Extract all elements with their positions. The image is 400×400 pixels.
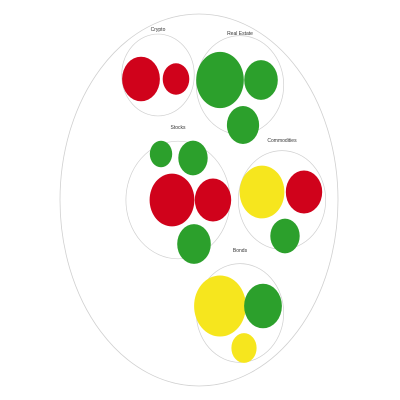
leaf-circle-stocks-3 <box>149 173 195 227</box>
leaf-circle-stocks-4 <box>194 178 232 222</box>
group-label-stocks: Stocks <box>170 125 186 131</box>
leaf-circle-bonds-3 <box>231 333 257 363</box>
group-circle-crypto <box>121 33 195 117</box>
group-label-bonds: Bonds <box>233 248 248 254</box>
root-circle <box>59 13 339 387</box>
leaf-circle-bonds-1 <box>194 275 246 337</box>
group-label-commodities: Commodities <box>267 138 297 144</box>
leaf-circle-real-estate-1 <box>196 51 244 109</box>
group-label-crypto: Crypto <box>151 27 166 33</box>
leaf-circle-stocks-5 <box>177 224 211 264</box>
leaf-circle-bonds-2 <box>244 283 282 329</box>
leaf-circle-stocks-1 <box>149 140 173 168</box>
leaf-circle-stocks-2 <box>178 140 208 176</box>
leaf-circle-real-estate-3 <box>226 106 260 144</box>
leaf-circle-real-estate-2 <box>244 60 278 100</box>
leaf-circle-commodities-3 <box>270 218 300 254</box>
leaf-circle-crypto-2 <box>162 63 190 95</box>
leaf-circle-commodities-1 <box>239 165 285 219</box>
group-label-real-estate: Real Estate <box>227 31 253 37</box>
leaf-circle-crypto-1 <box>122 56 160 102</box>
leaf-circle-commodities-2 <box>285 170 323 214</box>
